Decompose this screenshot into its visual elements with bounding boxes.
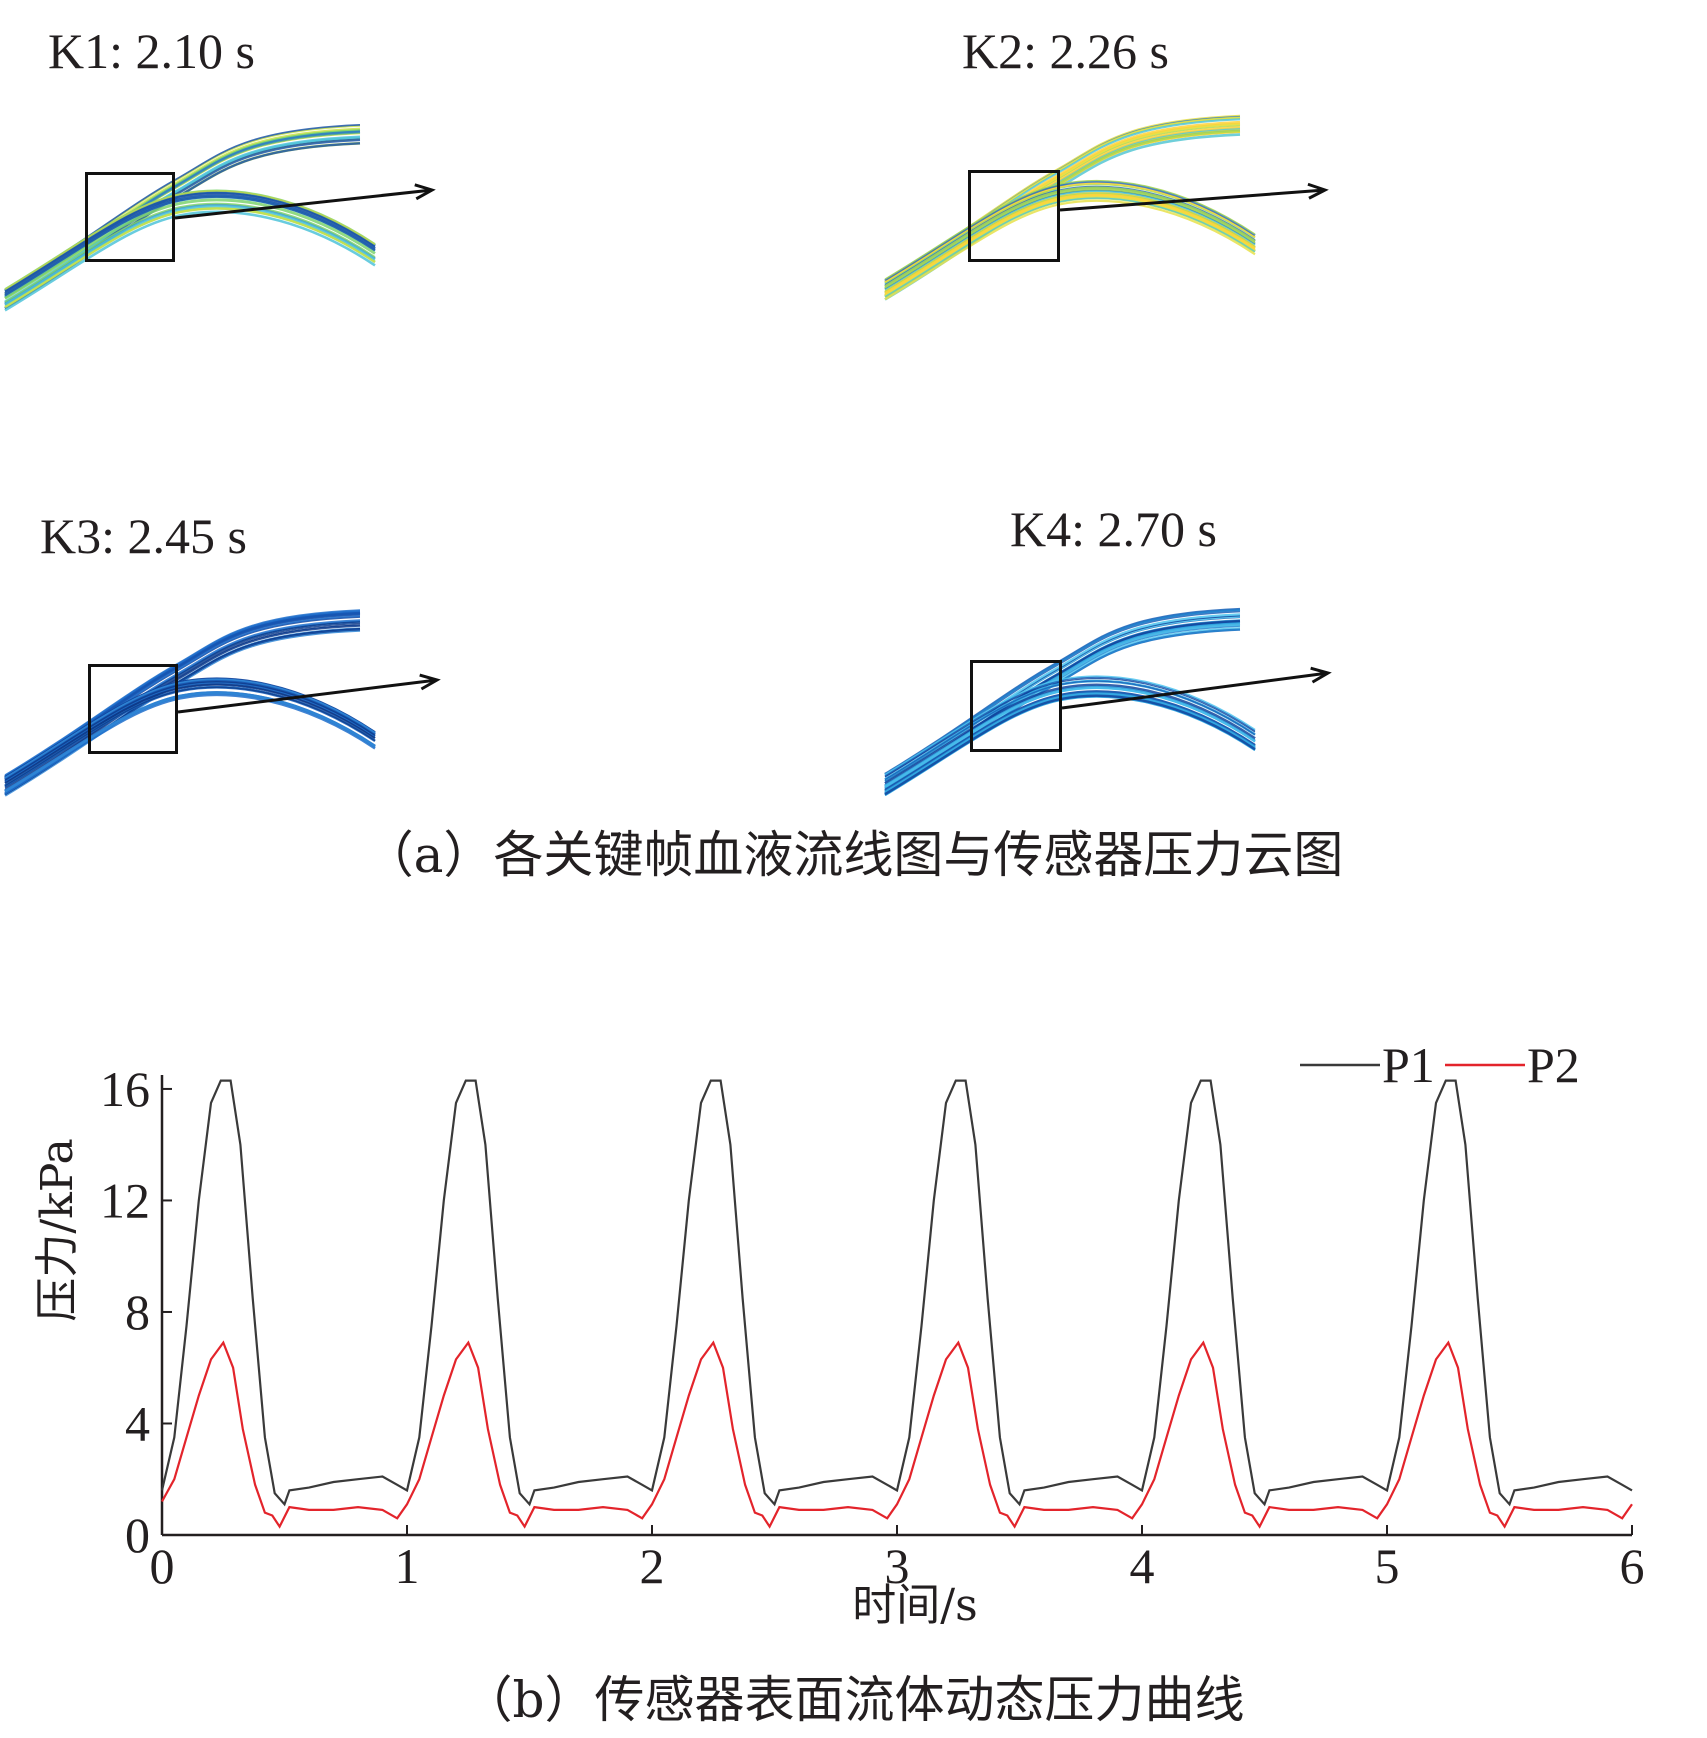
- streamline: [884, 186, 1256, 288]
- streamline: [884, 196, 1256, 297]
- zoom-region-marker: [968, 170, 1060, 262]
- streamline: [4, 202, 376, 303]
- streamline: [4, 686, 376, 787]
- x-axis-title: 时间/s: [852, 1580, 977, 1630]
- streamline: [884, 197, 1256, 298]
- zoom-region-marker: [88, 664, 178, 754]
- x-tick-label: 5: [1375, 1538, 1400, 1594]
- streamline: [4, 195, 376, 297]
- streamline: [884, 185, 1256, 286]
- legend-label-p1: P1: [1382, 1037, 1435, 1093]
- y-axis-title: 压力/kPa: [32, 1138, 83, 1321]
- legend: P1 P2: [1300, 1037, 1580, 1093]
- streamline: [4, 624, 361, 792]
- vessel-streamline-overview: [0, 580, 390, 820]
- streamline: [884, 622, 1241, 791]
- series-line-p2: [161, 1340, 1633, 1529]
- streamline: [884, 193, 1256, 295]
- streamline: [884, 188, 1256, 289]
- series-layer: [160, 1079, 1633, 1529]
- vessel-streamline-overview: [880, 580, 1270, 820]
- streamline: [884, 199, 1256, 301]
- streamline: [4, 196, 376, 297]
- streamline: [4, 204, 376, 306]
- zoom-region-marker: [85, 172, 175, 262]
- streamline: [4, 683, 376, 785]
- zoom-connector-arrow: [1061, 666, 1332, 710]
- streamline: [4, 624, 361, 791]
- keyframe-label: K1: 2.10 s: [48, 23, 255, 79]
- zoom-connector-arrow: [174, 183, 436, 220]
- panel-a-caption: （a）各关键帧血液流线图与传感器压力云图: [363, 826, 1344, 884]
- streamline: [4, 192, 376, 293]
- panel-b-caption: （b）传感器表面流体动态压力曲线: [462, 1671, 1245, 1729]
- streamline: [4, 693, 376, 795]
- x-tick-label: 3: [885, 1538, 910, 1594]
- keyframe-label: K3: 2.45 s: [40, 508, 247, 564]
- streamline: [4, 207, 376, 308]
- zoom-connector-arrow: [177, 673, 441, 714]
- x-tick-label: 6: [1620, 1538, 1645, 1594]
- streamline: [4, 210, 376, 312]
- panel-a-streamlines: K1: 2.10 s K2: 2.26 s K3: 2.45 s K4: 2.70 s…: [0, 23, 1344, 884]
- legend-label-p2: P2: [1527, 1037, 1580, 1093]
- y-tick-label: 4: [125, 1395, 150, 1451]
- y-tick-label: 12: [100, 1172, 150, 1228]
- series-line-p1: [160, 1079, 1633, 1507]
- x-tick-label: 0: [150, 1538, 175, 1594]
- streamline: [4, 681, 376, 781]
- axes-layer: [160, 1075, 1633, 1537]
- vessel-streamline-overview: [0, 95, 390, 335]
- streamline: [4, 684, 376, 784]
- x-tick-label: 1: [395, 1538, 420, 1594]
- zoom-connector-arrow: [1059, 182, 1329, 212]
- streamline: [884, 179, 1256, 280]
- y-tick-label: 16: [100, 1061, 150, 1117]
- streamline: [4, 198, 376, 300]
- streamline: [4, 691, 376, 792]
- zoom-region-marker: [970, 660, 1062, 752]
- keyframe-label: K4: 2.70 s: [1010, 501, 1217, 557]
- keyframe-label: K2: 2.26 s: [962, 23, 1169, 79]
- x-tick-label: 2: [640, 1538, 665, 1594]
- y-tick-label: 8: [125, 1284, 150, 1340]
- vessel-streamline-overview: [880, 85, 1270, 325]
- streamline: [4, 190, 376, 291]
- streamline: [4, 683, 376, 784]
- y-tick-label: 0: [125, 1507, 150, 1563]
- x-tick-label: 4: [1130, 1538, 1155, 1594]
- streamline: [884, 686, 1256, 788]
- streamline: [884, 190, 1256, 290]
